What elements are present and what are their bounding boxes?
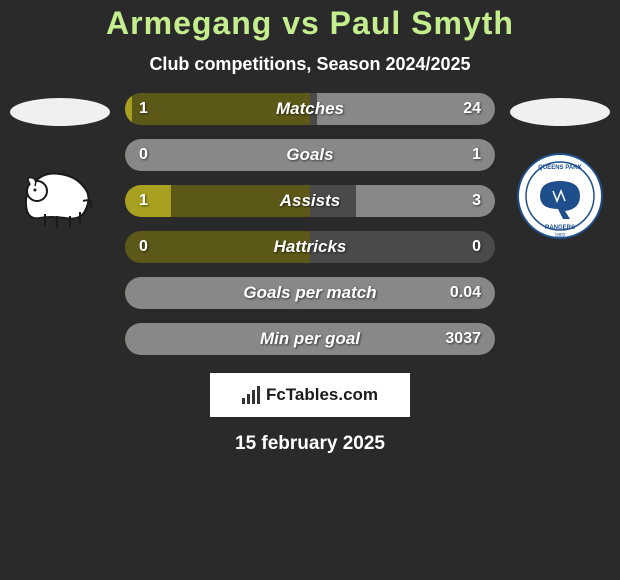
- right-column: QUEENS PARK RANGERS 1882: [510, 93, 610, 236]
- main-area: 124Matches 01Goals 13Assists 00Hattricks 0.0…: [0, 93, 620, 355]
- stat-label: Assists: [125, 191, 495, 211]
- qpr-icon: QUEENS PARK RANGERS 1882: [515, 151, 605, 241]
- stat-row: 00Hattricks: [125, 231, 495, 263]
- stat-label: Hattricks: [125, 237, 495, 257]
- svg-text:RANGERS: RANGERS: [545, 225, 575, 231]
- stat-row: 13Assists: [125, 185, 495, 217]
- ram-icon: [15, 156, 105, 236]
- page-subtitle: Club competitions, Season 2024/2025: [149, 54, 470, 75]
- stat-row: 01Goals: [125, 139, 495, 171]
- left-column: [10, 93, 110, 236]
- infographic-container: Armegang vs Paul Smyth Club competitions…: [0, 0, 620, 455]
- stats-bars: 124Matches 01Goals 13Assists 00Hattricks 0.0…: [110, 93, 510, 355]
- date-text: 15 february 2025: [235, 433, 385, 455]
- svg-text:1882: 1882: [554, 233, 565, 239]
- brand-badge: FcTables.com: [210, 373, 410, 417]
- page-title: Armegang vs Paul Smyth: [106, 5, 514, 42]
- stat-label: Goals: [125, 145, 495, 165]
- stat-row: 0.04Goals per match: [125, 277, 495, 309]
- player-shadow-left: [10, 98, 110, 126]
- stat-label: Matches: [125, 99, 495, 119]
- svg-text:QUEENS PARK: QUEENS PARK: [538, 165, 582, 171]
- stat-label: Min per goal: [125, 329, 495, 349]
- team-crest-right: QUEENS PARK RANGERS 1882: [515, 156, 605, 236]
- stat-label: Goals per match: [125, 283, 495, 303]
- brand-bars-icon: [242, 386, 260, 404]
- brand-text: FcTables.com: [266, 385, 378, 405]
- player-shadow-right: [510, 98, 610, 126]
- team-crest-left: [15, 156, 105, 236]
- stat-row: 3037Min per goal: [125, 323, 495, 355]
- stat-row: 124Matches: [125, 93, 495, 125]
